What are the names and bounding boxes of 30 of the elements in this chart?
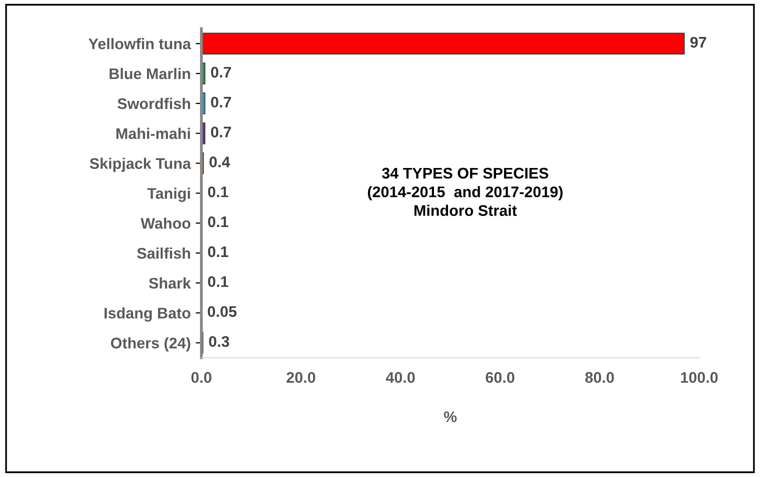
x-axis-title: %	[444, 411, 457, 422]
y-tick-label: Isdang Bato	[104, 307, 190, 322]
annotation: 34 TYPES OF SPECIES (2014-2015 and 2017-2019) Mindoro Strait	[368, 168, 563, 216]
data-label: 0.3	[209, 336, 230, 347]
y-tick-label: Wahoo	[140, 218, 190, 229]
data-label: 0.1	[208, 276, 228, 288]
x-tick-label: 80.0	[585, 372, 614, 383]
x-tick-label: 100.0	[681, 372, 718, 383]
data-label: 0.05	[208, 306, 237, 317]
y-tick-label: Skipjack Tuna	[90, 158, 192, 172]
data-label: 0.1	[208, 186, 228, 198]
data-label: 0.7	[211, 96, 232, 108]
y-tick-label: Shark	[148, 277, 191, 289]
data-label: 0.7	[211, 126, 232, 138]
x-tick-label: 20.0	[286, 372, 316, 383]
data-label: 0.4	[210, 156, 230, 168]
y-tick-label: Blue Marlin	[110, 68, 190, 80]
data-label: 0.1	[208, 216, 228, 228]
data-label: 0.7	[211, 66, 232, 78]
x-tick-label: 0.0	[191, 372, 212, 383]
x-tick-label: 40.0	[386, 372, 415, 383]
y-tick-label: Tanigi	[147, 188, 190, 202]
data-label: 97	[690, 36, 706, 48]
y-tick-label: Others (24)	[110, 337, 190, 352]
y-tick-label: Sailfish	[137, 247, 190, 259]
y-tick-label: Yellowfin tuna	[88, 38, 192, 50]
x-tick-label: 60.0	[486, 372, 514, 383]
y-tick-label: Mahi-mahi	[116, 128, 190, 140]
data-label: 0.1	[208, 246, 228, 258]
y-tick-label: Swordfish	[118, 98, 190, 110]
